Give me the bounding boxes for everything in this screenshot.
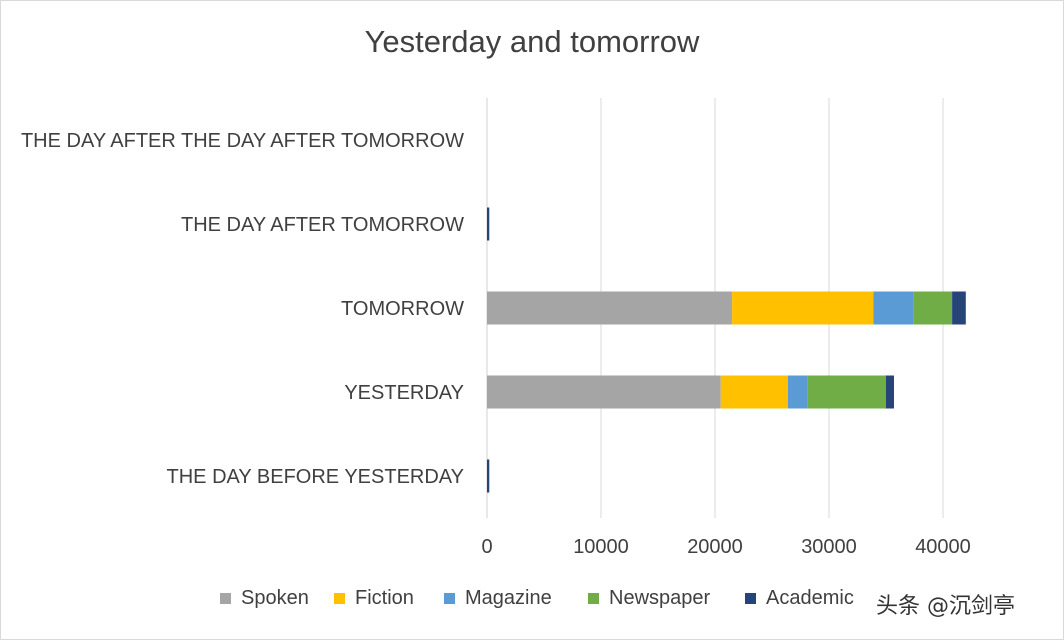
- category-label: THE DAY BEFORE YESTERDAY: [167, 466, 464, 488]
- legend-swatch: [334, 593, 345, 604]
- category-label: THE DAY AFTER THE DAY AFTER TOMORROW: [21, 130, 464, 152]
- x-tick-label: 10000: [573, 536, 629, 558]
- legend-swatch: [588, 593, 599, 604]
- bar-segment-academic: [886, 375, 894, 409]
- legend-item-academic: Academic: [745, 587, 854, 610]
- legend-swatch: [745, 593, 756, 604]
- legend-item-newspaper: Newspaper: [588, 587, 710, 610]
- x-tick-label: 30000: [801, 536, 857, 558]
- bar-segment-spoken: [487, 291, 733, 325]
- bar-segment-magazine: [787, 375, 808, 409]
- x-tick-label: 20000: [687, 536, 743, 558]
- legend-label: Fiction: [355, 587, 414, 609]
- category-label: THE DAY AFTER TOMORROW: [181, 214, 464, 236]
- watermark-text: 头条 @沉剑亭: [876, 594, 1015, 619]
- legend-label: Spoken: [241, 587, 309, 609]
- x-tick-label: 40000: [915, 536, 971, 558]
- category-label: YESTERDAY: [344, 382, 464, 404]
- chart-legend: Spoken Fiction Magazine Newspaper Academic: [0, 587, 1064, 617]
- bar-segment-academic: [487, 459, 490, 493]
- legend-label: Newspaper: [609, 587, 711, 609]
- legend-item-spoken: Spoken: [220, 587, 309, 610]
- legend-label: Magazine: [465, 587, 552, 609]
- bar-segment-newspaper: [807, 375, 886, 409]
- bar-segment-magazine: [873, 291, 914, 325]
- bar-segment-fiction: [720, 375, 788, 409]
- x-tick-label: 0: [481, 536, 492, 558]
- chart-title: Yesterday and tomorrow: [364, 24, 700, 59]
- legend-label: Academic: [766, 587, 854, 609]
- bar-segment-academic: [487, 207, 490, 241]
- bar-segment-spoken: [487, 375, 721, 409]
- legend-swatch: [444, 593, 455, 604]
- legend-item-magazine: Magazine: [444, 587, 552, 610]
- bar-segment-newspaper: [913, 291, 953, 325]
- category-label: TOMORROW: [341, 298, 464, 320]
- bar-segment-fiction: [732, 291, 874, 325]
- legend-item-fiction: Fiction: [334, 587, 414, 610]
- bar-segment-academic: [952, 291, 966, 325]
- legend-swatch: [220, 593, 231, 604]
